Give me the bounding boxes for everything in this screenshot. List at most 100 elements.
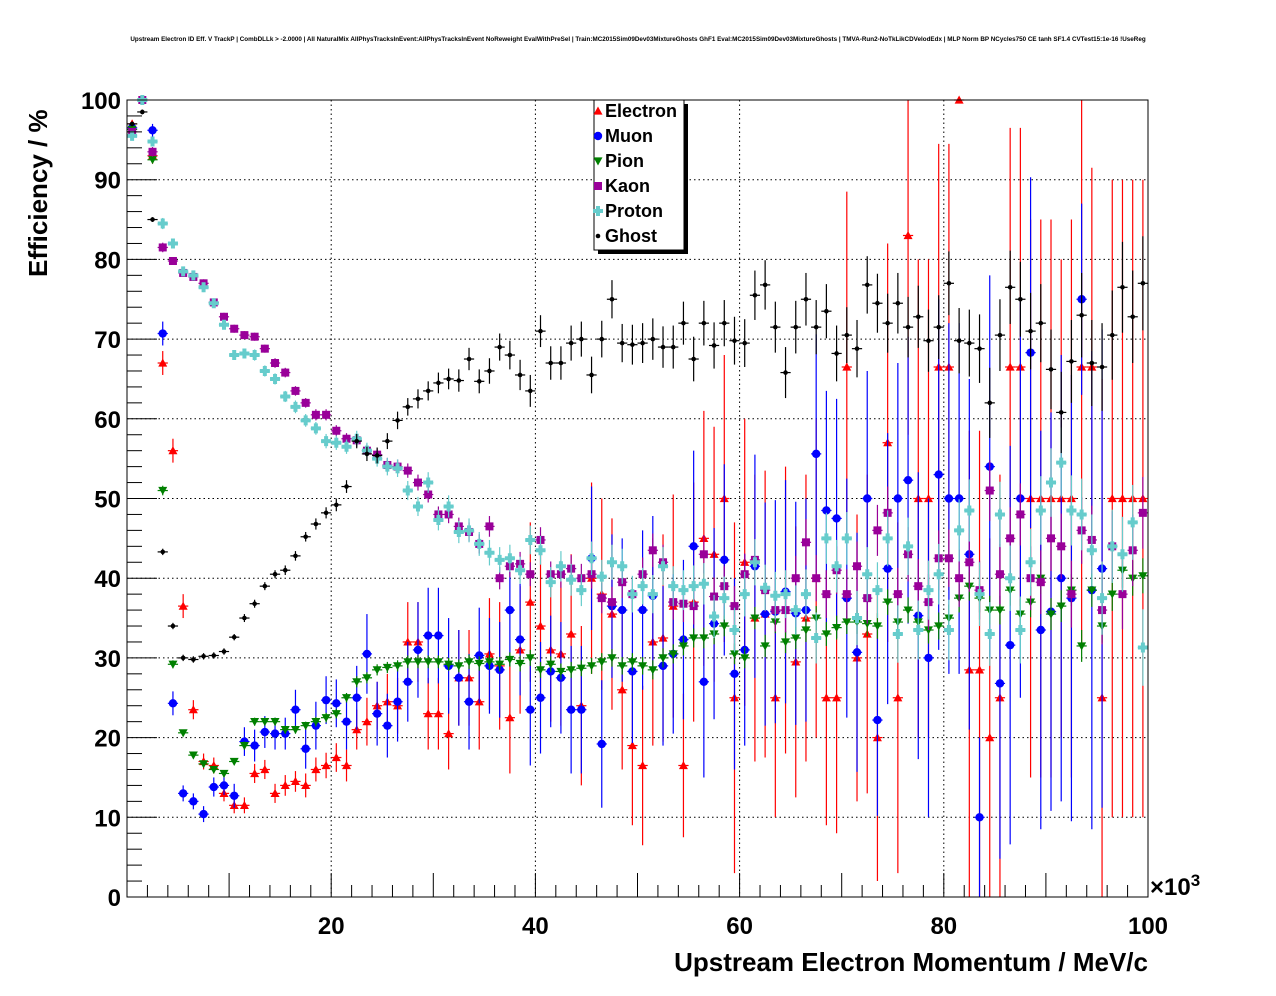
data-point (412, 501, 423, 512)
data-point (689, 542, 698, 551)
data-point (300, 415, 311, 426)
data-point (760, 582, 771, 593)
data-point (527, 388, 533, 394)
data-point (433, 515, 444, 526)
data-point (392, 463, 403, 474)
data-point (170, 623, 176, 629)
data-point (681, 320, 686, 326)
data-point (1006, 534, 1015, 543)
data-point (893, 590, 902, 599)
data-point (515, 565, 526, 576)
data-point (558, 360, 564, 366)
data-point (1016, 510, 1025, 519)
data-point (1018, 296, 1023, 302)
data-point (1079, 312, 1084, 318)
data-point (446, 376, 451, 382)
data-point (402, 485, 413, 496)
data-point (281, 368, 290, 377)
data-point (168, 699, 178, 708)
data-point (934, 622, 944, 631)
data-point (630, 342, 635, 347)
data-point (668, 650, 678, 659)
data-point (352, 693, 361, 702)
data-point (740, 654, 750, 663)
legend-label-electron: Electron (605, 101, 677, 121)
data-point (1097, 593, 1108, 604)
data-point (505, 713, 515, 722)
data-point (1038, 320, 1044, 326)
data-point (985, 733, 995, 742)
data-point (1130, 314, 1135, 320)
data-point (1107, 590, 1117, 599)
x-tick-label: 20 (318, 913, 345, 940)
data-point (1046, 610, 1056, 619)
data-point (924, 653, 933, 663)
data-point (158, 329, 167, 338)
data-point (425, 388, 431, 394)
data-point (609, 296, 615, 302)
data-point (885, 320, 890, 326)
data-point (545, 577, 556, 588)
data-point (239, 348, 250, 359)
data-point (362, 674, 372, 683)
data-point (824, 308, 829, 314)
data-point (475, 651, 484, 660)
data-point (793, 324, 799, 330)
data-point (995, 570, 1004, 579)
data-point (749, 557, 760, 568)
data-point (393, 697, 402, 706)
data-point (1067, 590, 1076, 599)
data-point (658, 654, 668, 663)
data-point (841, 533, 852, 544)
data-point (331, 710, 341, 719)
data-point (832, 624, 842, 633)
data-point (701, 320, 707, 326)
data-point (382, 461, 393, 472)
data-point (597, 594, 606, 603)
data-point (1036, 578, 1045, 587)
data-point (180, 655, 186, 661)
data-point (167, 238, 178, 249)
data-point (444, 660, 454, 669)
data-point (456, 378, 462, 383)
data-point (291, 705, 300, 714)
data-point (415, 396, 421, 402)
data-point (507, 352, 513, 358)
data-point (699, 634, 709, 643)
data-point (548, 360, 554, 366)
data-point (926, 338, 931, 343)
data-point (372, 666, 382, 675)
data-point (577, 705, 586, 714)
data-point (1015, 625, 1026, 636)
data-point (627, 589, 638, 600)
data-point (188, 705, 198, 714)
data-point (382, 663, 392, 672)
legend-label-proton: Proton (605, 201, 663, 221)
data-point (964, 505, 975, 516)
y-tick-label: 100 (81, 88, 121, 115)
data-point (383, 721, 392, 730)
data-point (168, 446, 178, 455)
legend-marker-pion (593, 157, 603, 166)
data-point (536, 693, 545, 702)
data-point (310, 423, 321, 434)
data-point (688, 581, 699, 592)
data-point (1007, 284, 1013, 290)
legend-marker-ghost (595, 233, 601, 239)
series-ghost (127, 109, 1148, 663)
data-point (831, 561, 842, 572)
data-point (280, 726, 290, 735)
data-point (678, 642, 688, 651)
data-point (1076, 509, 1087, 520)
data-point (760, 642, 770, 651)
data-point (568, 340, 574, 346)
data-point (800, 589, 811, 600)
data-point (873, 526, 882, 535)
data-point (303, 534, 308, 540)
data-point (854, 346, 860, 351)
data-point (168, 660, 178, 669)
data-point (946, 281, 952, 286)
data-point (436, 380, 441, 386)
data-point (864, 282, 870, 288)
data-point (160, 549, 166, 555)
